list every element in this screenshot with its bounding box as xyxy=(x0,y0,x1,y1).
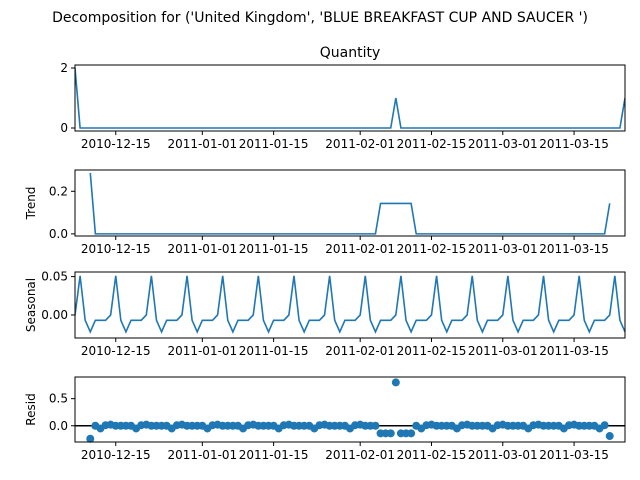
resid-point xyxy=(600,421,609,430)
x-tick-label: 2011-02-01 xyxy=(325,448,395,462)
x-tick-label: 2010-12-15 xyxy=(81,344,151,358)
resid-point xyxy=(391,378,400,387)
panel-2: Trend 0.0 0.2 2010-12-15 2011-01-01 2011-01-1… xyxy=(24,169,626,256)
resid-point xyxy=(605,432,614,441)
x-tick-label: 2011-02-15 xyxy=(397,242,467,256)
panel-4: Resid 0.0 0.5 2010-12-15 2011-01-01 2011-01-1… xyxy=(24,376,626,462)
x-tick-label: 2011-03-01 xyxy=(468,137,538,151)
x-tick-label: 2011-02-01 xyxy=(325,344,395,358)
x-tick-label: 2011-02-15 xyxy=(397,137,467,151)
y-axis-label: Trend xyxy=(24,187,38,221)
panel-title: Quantity xyxy=(320,45,381,61)
axes-frame xyxy=(74,169,626,237)
x-tick-label: 2011-01-01 xyxy=(167,344,237,358)
x-tick-label: 2010-12-15 xyxy=(81,448,151,462)
y-tick-label: 2 xyxy=(60,61,68,75)
x-tick-label: 2011-01-15 xyxy=(239,344,309,358)
y-axis-label: Seasonal xyxy=(24,278,38,332)
x-tick-label: 2011-01-01 xyxy=(167,448,237,462)
x-tick-label: 2011-01-01 xyxy=(167,242,237,256)
x-tick-label: 2011-02-15 xyxy=(397,448,467,462)
x-tick-label: 2011-03-01 xyxy=(468,344,538,358)
panel-1: Quantity 0 2 2010-12-15 2011-01-01 2011-01-15… xyxy=(60,45,626,151)
x-tick-label: 2010-12-15 xyxy=(81,242,151,256)
x-tick-label: 2011-03-15 xyxy=(539,137,609,151)
x-tick-label: 2011-01-01 xyxy=(167,137,237,151)
figure-title: Decomposition for ('United Kingdom', 'BL… xyxy=(52,10,588,26)
y-tick-label: 0.5 xyxy=(49,392,68,406)
x-tick-label: 2011-02-01 xyxy=(325,242,395,256)
axes-frame xyxy=(74,376,626,443)
x-tick-label: 2011-03-15 xyxy=(539,448,609,462)
x-tick-label: 2011-03-15 xyxy=(539,242,609,256)
axes-frame xyxy=(74,271,626,339)
resid-point xyxy=(407,429,416,438)
y-tick-label: 0.0 xyxy=(49,419,68,433)
y-tick-label: 0.05 xyxy=(41,270,68,284)
y-tick-label: 0.0 xyxy=(49,227,68,241)
x-tick-label: 2011-01-15 xyxy=(239,137,309,151)
x-tick-label: 2011-01-15 xyxy=(239,242,309,256)
x-tick-label: 2011-01-15 xyxy=(239,448,309,462)
resid-point xyxy=(386,429,395,438)
x-tick-label: 2011-02-15 xyxy=(397,344,467,358)
y-tick-label: 0.00 xyxy=(41,308,68,322)
axes-frame xyxy=(74,64,626,132)
y-tick-label: 0 xyxy=(60,121,68,135)
series-line xyxy=(75,67,625,129)
series-line xyxy=(75,275,625,334)
y-axis-label: Resid xyxy=(24,393,38,425)
x-tick-label: 2010-12-15 xyxy=(81,137,151,151)
resid-point xyxy=(371,421,380,430)
series-line xyxy=(89,172,611,235)
resid-point xyxy=(86,434,95,443)
x-tick-label: 2011-03-01 xyxy=(468,448,538,462)
y-tick-label: 0.2 xyxy=(49,184,68,198)
x-tick-label: 2011-02-01 xyxy=(325,137,395,151)
x-tick-label: 2011-03-01 xyxy=(468,242,538,256)
x-tick-label: 2011-03-15 xyxy=(539,344,609,358)
